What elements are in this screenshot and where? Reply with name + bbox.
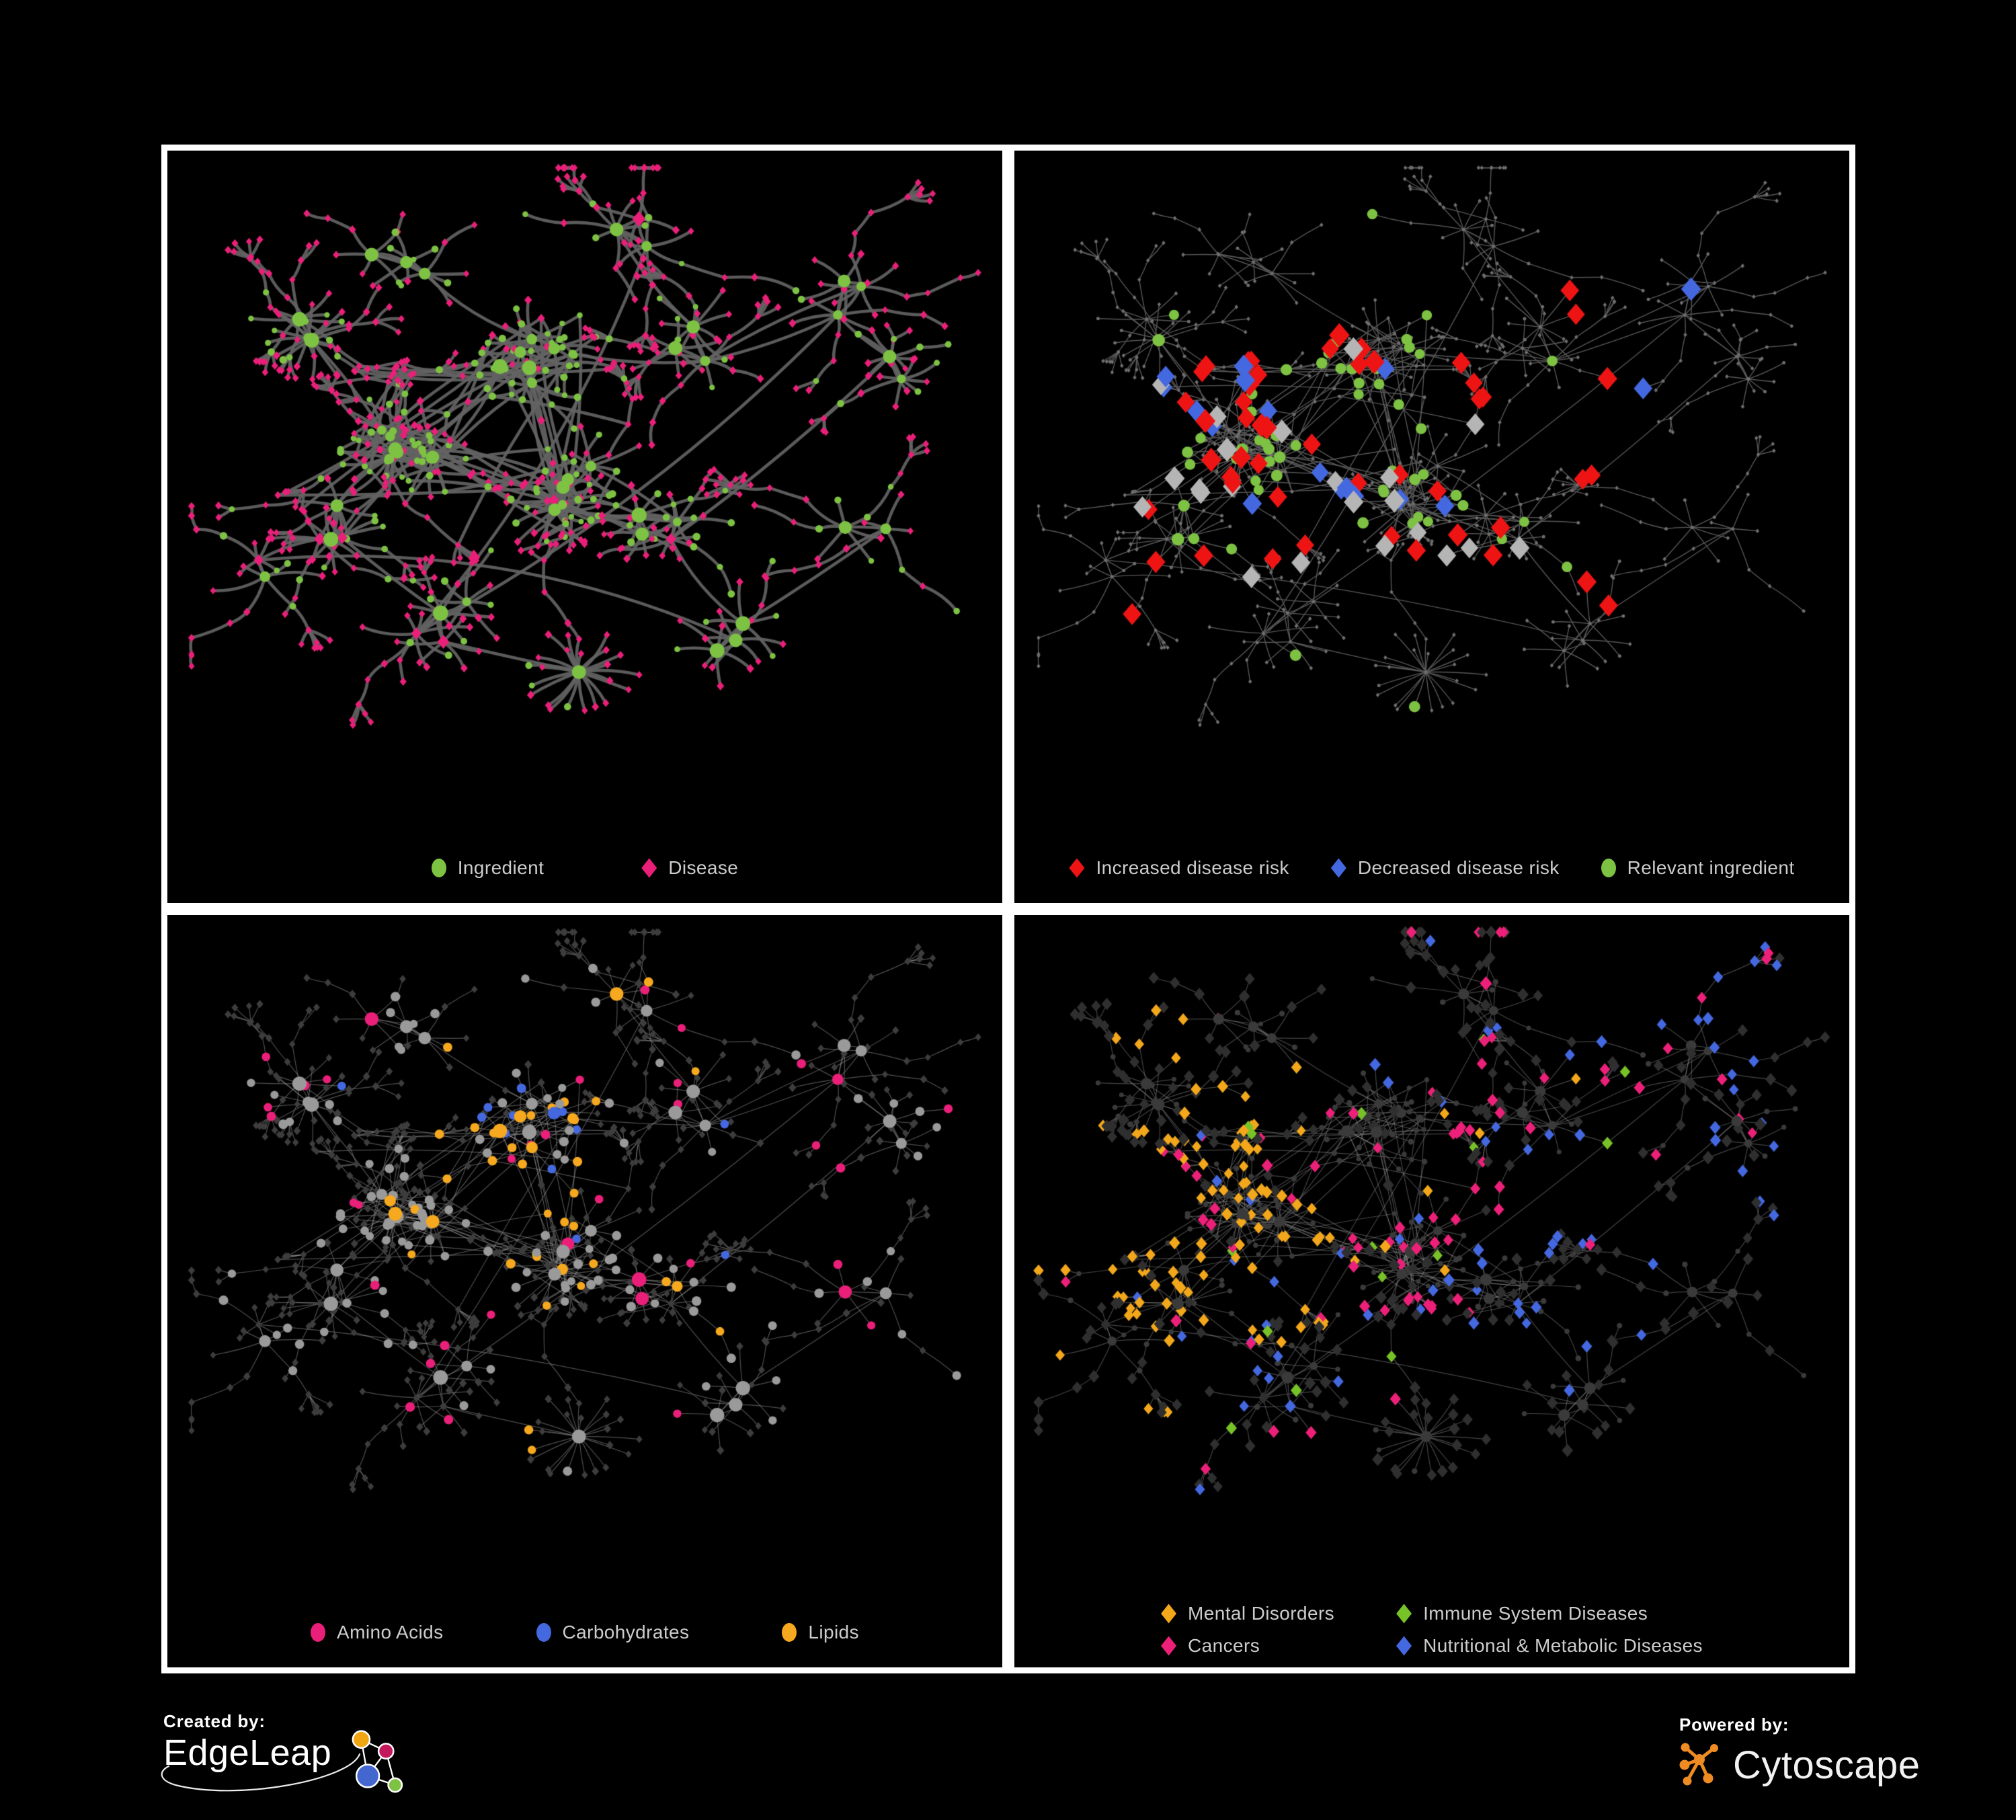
lipids-circle-icon [782,1623,797,1642]
mental-disorders-diamond-icon [1161,1604,1177,1624]
cytoscape-logo-icon [1679,1743,1718,1786]
nutritional-metabolic-diamond-icon [1396,1636,1412,1656]
legend-item-amino-acids: Amino Acids [311,1622,443,1643]
legend-ingredient-disease: Ingredient Disease [167,857,1002,879]
legend-item-lipids: Lipids [782,1622,859,1643]
immune-diseases-diamond-icon [1396,1604,1412,1624]
legend-label: Carbohydrates [562,1622,690,1643]
legend-item-nutritional-metabolic-diseases: Nutritional & Metabolic Diseases [1396,1635,1703,1657]
edgeleap-node-orange [352,1730,371,1749]
cytoscape-logo-nodes [1679,1743,1718,1786]
legend-label: Cancers [1188,1635,1260,1656]
created-by-block: Created by: EdgeLeap [161,1711,540,1819]
disease-diamond-icon [641,858,657,878]
legend-label: Ingredient [457,857,545,878]
powered-by-label: Powered by: [1679,1714,1789,1735]
legend-item-immune-system-diseases: Immune System Diseases [1396,1603,1703,1624]
network-canvas-disease-categories [1014,915,1849,1667]
legend-label: Immune System Diseases [1423,1603,1648,1624]
edgeleap-brand-row: EdgeLeap [163,1730,540,1806]
legend-item-relevant-ingredient: Relevant ingredient [1601,857,1795,879]
ingredient-circle-icon [431,859,446,877]
legend-item-increased-risk: Increased disease risk [1069,857,1289,879]
legend-label: Nutritional & Metabolic Diseases [1423,1635,1703,1656]
amino-acids-circle-icon [311,1623,326,1642]
created-by-label: Created by: [163,1711,266,1731]
legend-item-decreased-risk: Decreased disease risk [1330,857,1560,879]
legend-item-carbohydrates: Carbohydrates [536,1622,690,1643]
edgeleap-wordmark: EdgeLeap [163,1733,332,1773]
panel-grid: Ingredient Disease Increased disease ris… [161,145,1855,1673]
legend-item-disease: Disease [641,857,738,879]
legend-label: Relevant ingredient [1627,857,1795,878]
legend-label: Amino Acids [337,1622,444,1643]
powered-by-block: Powered by: Cytoscape [1679,1714,1988,1809]
panel-ingredient-disease: Ingredient Disease [161,145,1008,909]
panel-disease-risk: Increased disease risk Decreased disease… [1008,145,1855,909]
legend-label: Mental Disorders [1188,1603,1335,1624]
legend-item-ingredient: Ingredient [431,857,545,879]
cytoscape-brand-row: Cytoscape [1679,1739,1988,1790]
legend-label: Decreased disease risk [1357,857,1560,878]
cancers-diamond-icon [1161,1636,1177,1656]
panel-disease-categories: Mental Disorders Immune System Diseases … [1008,909,1855,1673]
cytoscape-wordmark: Cytoscape [1733,1743,1921,1787]
legend-ingredient-classes: Amino Acids Carbohydrates Lipids [167,1622,1002,1643]
panel-ingredient-classes: Amino Acids Carbohydrates Lipids [161,909,1008,1673]
legend-disease-categories: Mental Disorders Immune System Diseases … [1014,1603,1849,1657]
edgeleap-swoosh [161,1753,361,1792]
edgeleap-logo-icon [352,1730,403,1793]
legend-label: Increased disease risk [1096,857,1289,878]
edgeleap-node-magenta [378,1743,395,1760]
network-canvas-disease-risk [1014,151,1849,903]
increased-risk-diamond-icon [1069,858,1085,878]
legend-disease-risk: Increased disease risk Decreased disease… [1014,857,1849,879]
legend-item-cancers: Cancers [1161,1635,1334,1657]
edgeleap-node-green [387,1777,403,1793]
network-canvas-ingredient-classes [167,915,1002,1667]
decreased-risk-diamond-icon [1330,858,1346,878]
legend-grid: Mental Disorders Immune System Diseases … [1161,1603,1703,1657]
relevant-ingredient-circle-icon [1601,859,1616,877]
edgeleap-node-blue [356,1764,380,1788]
legend-item-mental-disorders: Mental Disorders [1161,1603,1334,1624]
legend-label: Lipids [808,1622,859,1643]
legend-label: Disease [668,857,739,878]
network-canvas-ingredient-disease [167,151,1002,903]
carbohydrates-circle-icon [536,1623,551,1642]
